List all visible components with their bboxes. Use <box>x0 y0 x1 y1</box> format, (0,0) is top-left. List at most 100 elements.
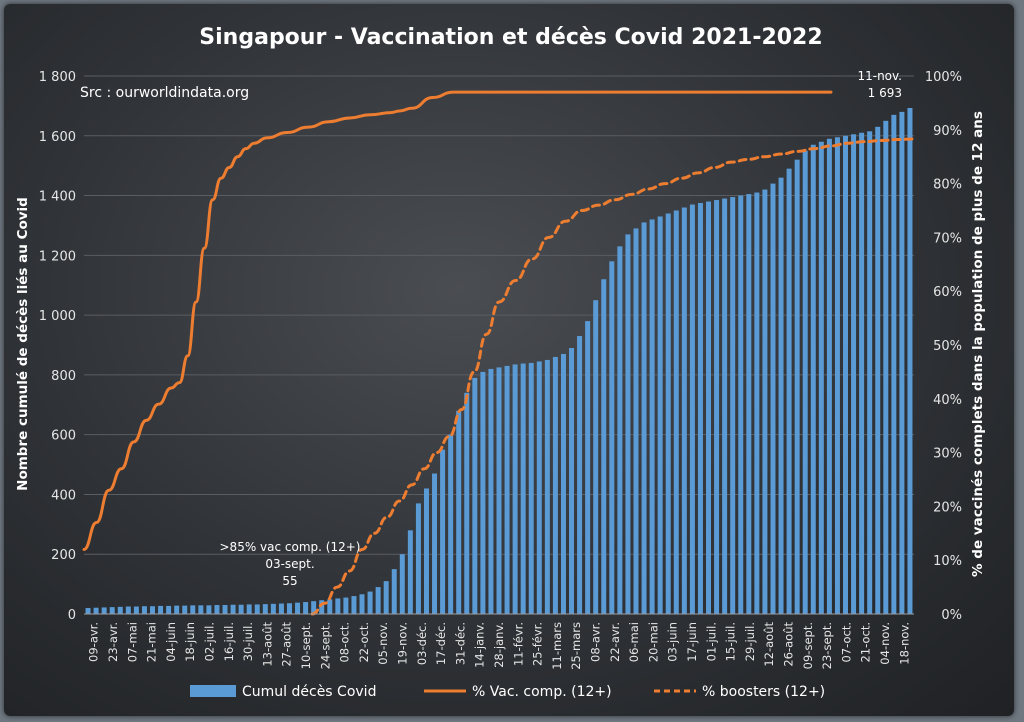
x-tick-label: 12-août <box>762 622 776 667</box>
bar-deaths <box>117 606 123 614</box>
bar-deaths <box>681 207 687 614</box>
x-tick-label: 21-mai <box>145 622 159 662</box>
x-tick-label: 09-sept. <box>801 622 815 669</box>
annotation-line: >85% vac comp. (12+) <box>220 540 361 554</box>
bar-deaths <box>689 204 695 614</box>
x-tick-label: 22-oct. <box>357 622 371 663</box>
y-left-tick-label: 0 <box>68 608 76 623</box>
bar-deaths <box>198 605 204 614</box>
x-tick-label: 09-avr. <box>87 622 101 662</box>
x-tick-label: 04-juin <box>164 622 178 662</box>
bar-deaths <box>101 607 107 614</box>
x-tick-label: 24-sept. <box>318 622 332 669</box>
bar-deaths <box>182 605 188 614</box>
bar-deaths <box>415 503 421 614</box>
annotation-latest-value: 11-nov. 1 693 <box>857 69 902 100</box>
bar-deaths <box>327 599 333 614</box>
source-note: Src : ourworldindata.org <box>80 85 249 101</box>
bar-deaths <box>311 601 317 614</box>
x-tick-label: 29-juil. <box>743 622 757 661</box>
x-tick-label: 27-août <box>280 622 294 667</box>
x-tick-label: 19-nov. <box>395 622 409 665</box>
bar-deaths <box>738 195 744 615</box>
bar-deaths <box>496 367 502 614</box>
legend-label-vaccination: % Vac. comp. (12+) <box>472 684 612 700</box>
y-right-tick-label: 80% <box>933 178 962 193</box>
bar-deaths <box>754 192 760 615</box>
bar-deaths <box>883 120 889 614</box>
bar-deaths <box>423 488 429 614</box>
bar-deaths <box>286 603 292 614</box>
y-left-tick-label: 200 <box>51 548 76 563</box>
x-tick-label: 16-juil. <box>222 622 236 661</box>
x-tick-label: 01-juil. <box>704 622 718 661</box>
y-left-tick-label: 400 <box>51 488 76 503</box>
bar-deaths <box>375 587 381 614</box>
x-tick-label: 07-oct. <box>839 622 853 663</box>
x-tick-label: 22-avr. <box>608 622 622 662</box>
bar-deaths <box>907 107 913 614</box>
y-left-tick-label: 600 <box>51 429 76 444</box>
bar-deaths <box>544 359 550 614</box>
chart-svg: Singapour - Vaccination et décès Covid 2… <box>15 25 986 700</box>
bar-deaths <box>722 198 728 615</box>
bar-deaths <box>867 131 873 614</box>
bar-deaths <box>295 602 301 614</box>
bar-deaths <box>577 336 583 614</box>
bar-deaths <box>673 210 679 614</box>
bar-deaths <box>730 197 736 615</box>
x-tick-label: 14-janv. <box>473 622 487 668</box>
y-left-tick-label: 1 400 <box>39 190 76 205</box>
bar-deaths <box>367 591 373 614</box>
bar-deaths <box>528 362 534 614</box>
bar-deaths <box>657 216 663 614</box>
bar-deaths <box>762 189 768 615</box>
line-boosters <box>310 137 916 616</box>
x-tick-label: 11-mars <box>550 622 564 670</box>
bar-deaths <box>141 606 147 614</box>
bar-deaths <box>641 222 647 614</box>
bar-deaths <box>488 368 494 614</box>
y-right-tick-label: 60% <box>933 285 962 300</box>
bar-deaths <box>254 604 260 614</box>
y-right-tick-label: 90% <box>933 124 962 139</box>
axes: 0 200 400 600 800 1 000 1 200 1 400 1 600 1 800 0%… <box>39 70 962 670</box>
bar-deaths <box>585 321 591 614</box>
bar-deaths <box>504 365 510 614</box>
bar-deaths <box>174 605 180 614</box>
bar-deaths <box>319 600 325 614</box>
x-tick-label: 18-nov. <box>897 622 911 665</box>
bar-deaths <box>593 300 599 614</box>
y-left-tick-label: 1 000 <box>39 309 76 324</box>
bar-deaths <box>440 449 446 614</box>
bar-deaths <box>625 234 631 614</box>
y-right-tick-label: 50% <box>933 339 962 354</box>
bar-deaths <box>818 141 824 614</box>
bar-deaths <box>633 228 639 614</box>
x-tick-label: 03-déc. <box>415 622 429 665</box>
bar-deaths <box>536 361 542 614</box>
x-tick-label: 05-nov. <box>376 622 390 665</box>
bar-deaths <box>714 200 720 615</box>
bar-deaths <box>520 363 526 614</box>
bar-deaths <box>133 606 139 614</box>
x-tick-label: 23-avr. <box>106 622 120 662</box>
y-right-tick-label: 30% <box>933 447 962 462</box>
y-right-tick-label: 70% <box>933 231 962 246</box>
x-tick-label: 08-avr. <box>589 622 603 662</box>
bar-deaths <box>826 138 832 614</box>
bar-deaths <box>786 168 792 614</box>
bar-deaths <box>278 603 284 614</box>
bar-deaths <box>770 183 776 614</box>
bar-deaths <box>834 137 840 614</box>
annotation-line: 03-sept. <box>265 557 314 571</box>
x-tick-label: 13-août <box>260 622 274 667</box>
bar-deaths <box>190 605 196 614</box>
x-tick-label: 18-juin <box>183 622 197 662</box>
y-left-tick-label: 1 200 <box>39 249 76 264</box>
bar-deaths <box>93 607 99 614</box>
bar-deaths <box>464 392 470 614</box>
annotation-line: 55 <box>282 574 297 588</box>
x-tick-label: 10-sept. <box>299 622 313 669</box>
x-tick-label: 07-mai <box>125 622 139 662</box>
